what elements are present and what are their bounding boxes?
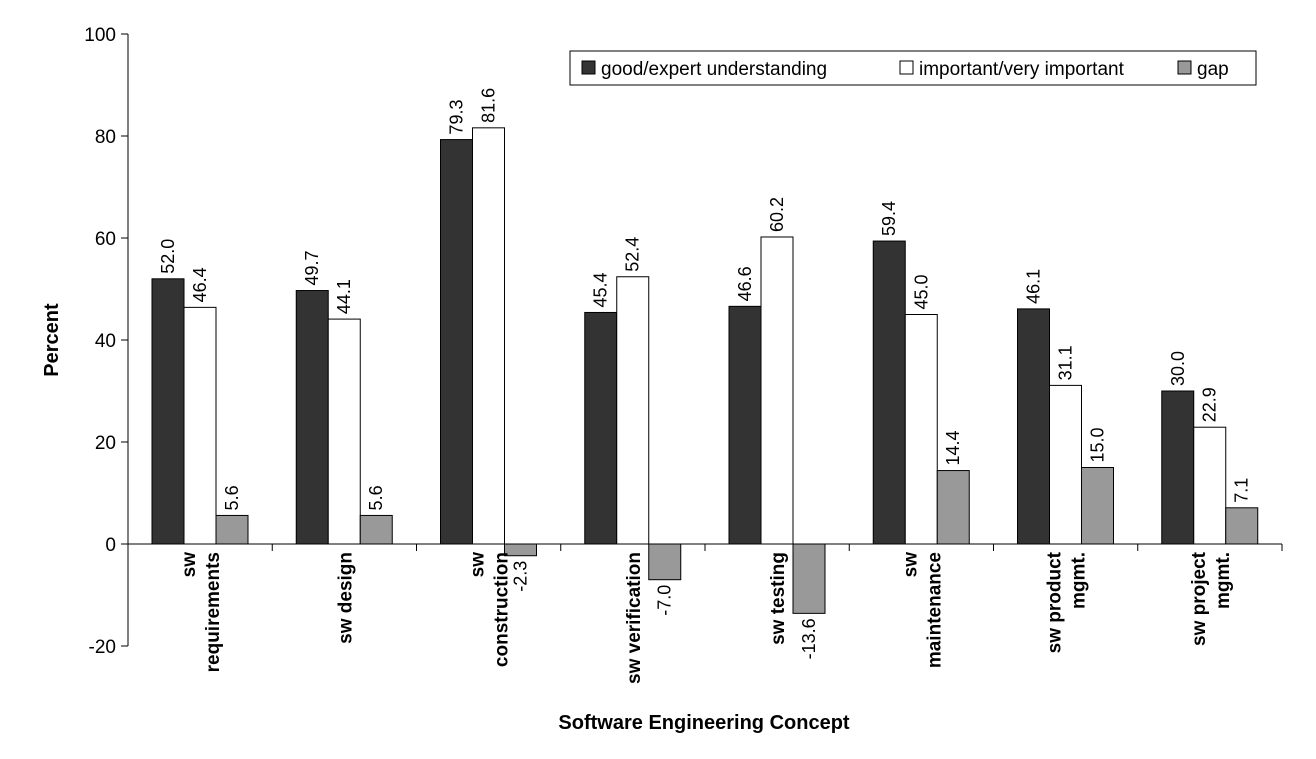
bar-important-very-important-7 — [1193, 426, 1227, 545]
y-tick-label: 20 — [95, 433, 116, 454]
bar-gap-0 — [215, 514, 249, 545]
bar-good-expert-understanding-3 — [584, 311, 618, 545]
bar-good-expert-understanding-5 — [872, 240, 906, 545]
legend-label: important/very important — [919, 59, 1125, 80]
bar-gap-6 — [1081, 467, 1114, 545]
y-tick-label: 0 — [105, 535, 116, 556]
bar-important-very-important-1 — [327, 318, 361, 545]
data-label: 15.0 — [1088, 427, 1108, 462]
y-tick-label: 100 — [84, 25, 116, 46]
y-tick-label: 80 — [95, 127, 116, 148]
data-label: 7.1 — [1232, 478, 1252, 503]
data-label: 45.4 — [591, 272, 611, 307]
bar-important-very-important-0 — [183, 306, 217, 545]
y-axis-title: Percent — [41, 303, 63, 377]
bar-important-very-important-6 — [1049, 384, 1082, 545]
x-axis — [127, 543, 1283, 551]
category-label: construction — [492, 552, 513, 667]
bars — [151, 127, 1259, 614]
bar-important-very-important-2 — [472, 127, 505, 545]
category-label: mgmt. — [1213, 552, 1234, 609]
y-tick-label: 40 — [95, 331, 116, 352]
category-label: sw design — [335, 552, 356, 644]
bar-important-very-important-5 — [904, 314, 938, 545]
bar-good-expert-understanding-4 — [728, 305, 762, 545]
bar-good-expert-understanding-2 — [440, 139, 473, 545]
data-label: 60.2 — [767, 197, 787, 232]
y-axis: -20 0 20 40 60 80 100 — [84, 25, 129, 658]
legend-swatch — [899, 60, 914, 75]
data-label: 52.4 — [623, 237, 643, 272]
legend-swatch — [1177, 60, 1192, 75]
data-label: -7.0 — [655, 585, 675, 616]
bar-good-expert-understanding-0 — [151, 278, 185, 545]
bar-important-very-important-4 — [760, 236, 794, 545]
data-label: 22.9 — [1200, 387, 1220, 422]
legend-swatch — [581, 60, 596, 75]
data-label: 52.0 — [158, 239, 178, 274]
data-label: 30.0 — [1168, 351, 1188, 386]
legend-label: gap — [1197, 59, 1229, 80]
data-labels: 52.0 49.7 79.3 45.4 46.6 59.4 46.1 30.0 46.4 44.1… — [158, 88, 1252, 660]
data-label: 79.3 — [447, 100, 467, 135]
data-label: 81.6 — [479, 88, 499, 123]
data-label: 46.1 — [1024, 269, 1044, 304]
category-labels: sw requirements sw design sw construction sw … — [179, 551, 1234, 684]
category-label: sw — [468, 552, 489, 578]
bar-good-expert-understanding-1 — [295, 290, 329, 545]
category-label: sw verification — [624, 552, 645, 684]
category-label: sw product — [1045, 551, 1066, 653]
legend-label: good/expert understanding — [601, 59, 827, 80]
bar-gap-5 — [936, 470, 970, 545]
category-label: sw — [900, 552, 921, 578]
bar-gap-3 — [648, 543, 682, 581]
data-label: 14.4 — [943, 431, 963, 466]
x-axis-title: Software Engineering Concept — [558, 712, 849, 734]
bar-gap-7 — [1225, 507, 1259, 545]
data-label: 31.1 — [1056, 345, 1076, 380]
y-tick-label: 60 — [95, 229, 116, 250]
category-label: requirements — [203, 552, 224, 672]
category-label: maintenance — [924, 552, 945, 668]
bar-gap-4 — [792, 543, 826, 614]
bar-good-expert-understanding-6 — [1017, 308, 1050, 545]
data-label: 46.6 — [735, 266, 755, 301]
bar-gap-1 — [359, 514, 393, 545]
data-label: 5.6 — [366, 485, 386, 510]
data-label: 45.0 — [911, 274, 931, 309]
bar-good-expert-understanding-7 — [1161, 390, 1195, 545]
data-label: -13.6 — [799, 618, 819, 659]
category-label: sw — [179, 552, 200, 578]
data-label: 49.7 — [302, 250, 322, 285]
data-label: 5.6 — [222, 485, 242, 510]
y-tick-label: -20 — [89, 637, 116, 658]
category-label: sw project — [1189, 551, 1210, 646]
category-label: sw testing — [768, 552, 789, 645]
category-label: mgmt. — [1069, 552, 1090, 609]
data-label: -2.3 — [511, 561, 531, 592]
data-label: 59.4 — [879, 201, 899, 236]
data-label: 44.1 — [334, 279, 354, 314]
bar-important-very-important-3 — [616, 276, 650, 545]
data-label: 46.4 — [190, 267, 210, 302]
legend: good/expert understanding important/very … — [569, 50, 1257, 86]
